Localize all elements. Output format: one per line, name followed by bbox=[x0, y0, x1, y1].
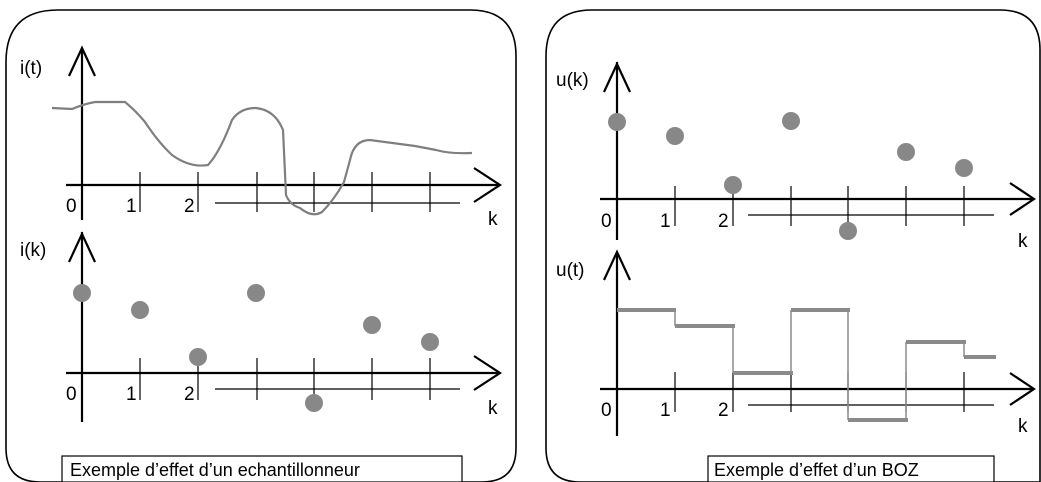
tick-label-2: 2 bbox=[184, 196, 195, 217]
left-panel-frame bbox=[5, 9, 517, 482]
y-axis-label: i(t) bbox=[20, 58, 42, 79]
held-output-plot: u(t) k 0 1 2 bbox=[556, 249, 1036, 437]
x-axis-label: k bbox=[1018, 231, 1028, 252]
sample-point bbox=[305, 394, 323, 412]
tick-label-1: 1 bbox=[660, 400, 671, 421]
sample-point bbox=[363, 316, 381, 334]
x-axis-arrowhead bbox=[1009, 372, 1036, 406]
tick-label-0: 0 bbox=[601, 211, 612, 232]
sample-point bbox=[955, 159, 973, 177]
sampled-input-plot: u(k) k 0 1 2 bbox=[556, 61, 1036, 252]
tick-label-0: 0 bbox=[601, 400, 612, 421]
tick-label-0: 0 bbox=[66, 196, 77, 217]
continuous-signal-plot: i(t) k 0 1 2 bbox=[20, 45, 503, 230]
sample-point bbox=[73, 284, 91, 302]
signal-curve bbox=[51, 100, 473, 216]
tick-label-1: 1 bbox=[126, 384, 137, 405]
tick-label-2: 2 bbox=[718, 211, 729, 232]
tick-label-0: 0 bbox=[66, 384, 77, 405]
y-axis-arrowhead bbox=[603, 61, 631, 93]
y-axis-label: u(k) bbox=[556, 70, 589, 91]
x-axis-label: k bbox=[488, 398, 498, 419]
sample-point bbox=[782, 112, 800, 130]
x-axis-arrowhead bbox=[473, 355, 503, 391]
right-panel: u(k) k 0 1 2 bbox=[545, 9, 1041, 482]
x-axis-arrowhead bbox=[1009, 182, 1036, 216]
sample-point bbox=[897, 143, 915, 161]
sample-point bbox=[608, 113, 626, 131]
sample-point bbox=[247, 284, 265, 302]
tick-label-2: 2 bbox=[718, 400, 729, 421]
sample-point bbox=[839, 222, 857, 240]
y-axis-arrowhead bbox=[68, 231, 96, 263]
sampled-signal-plot: i(k) k 0 1 2 bbox=[20, 231, 503, 422]
sample-point bbox=[421, 333, 439, 351]
y-axis-arrowhead bbox=[603, 249, 631, 281]
sample-point bbox=[724, 176, 742, 194]
right-panel-frame bbox=[545, 9, 1041, 482]
left-panel: i(t) k 0 1 2 i(k) k bbox=[5, 9, 517, 482]
tick-label-1: 1 bbox=[126, 196, 137, 217]
y-axis-label: u(t) bbox=[556, 260, 585, 281]
tick-label-1: 1 bbox=[660, 211, 671, 232]
sample-point bbox=[666, 127, 684, 145]
tick-label-2: 2 bbox=[184, 384, 195, 405]
sample-point bbox=[189, 348, 207, 366]
left-caption-box: Exemple d’effet d’un echantillonneur bbox=[61, 455, 463, 482]
y-axis-arrowhead bbox=[68, 45, 96, 77]
x-axis-label: k bbox=[1018, 416, 1028, 437]
y-axis-label: i(k) bbox=[20, 240, 46, 261]
right-caption-box: Exemple d’effet d’un BOZ bbox=[707, 455, 995, 482]
x-axis-label: k bbox=[488, 209, 498, 230]
sample-point bbox=[131, 301, 149, 319]
right-caption: Exemple d’effet d’un BOZ bbox=[714, 460, 919, 480]
left-caption: Exemple d’effet d’un echantillonneur bbox=[70, 460, 360, 480]
x-axis-arrowhead bbox=[473, 167, 503, 203]
